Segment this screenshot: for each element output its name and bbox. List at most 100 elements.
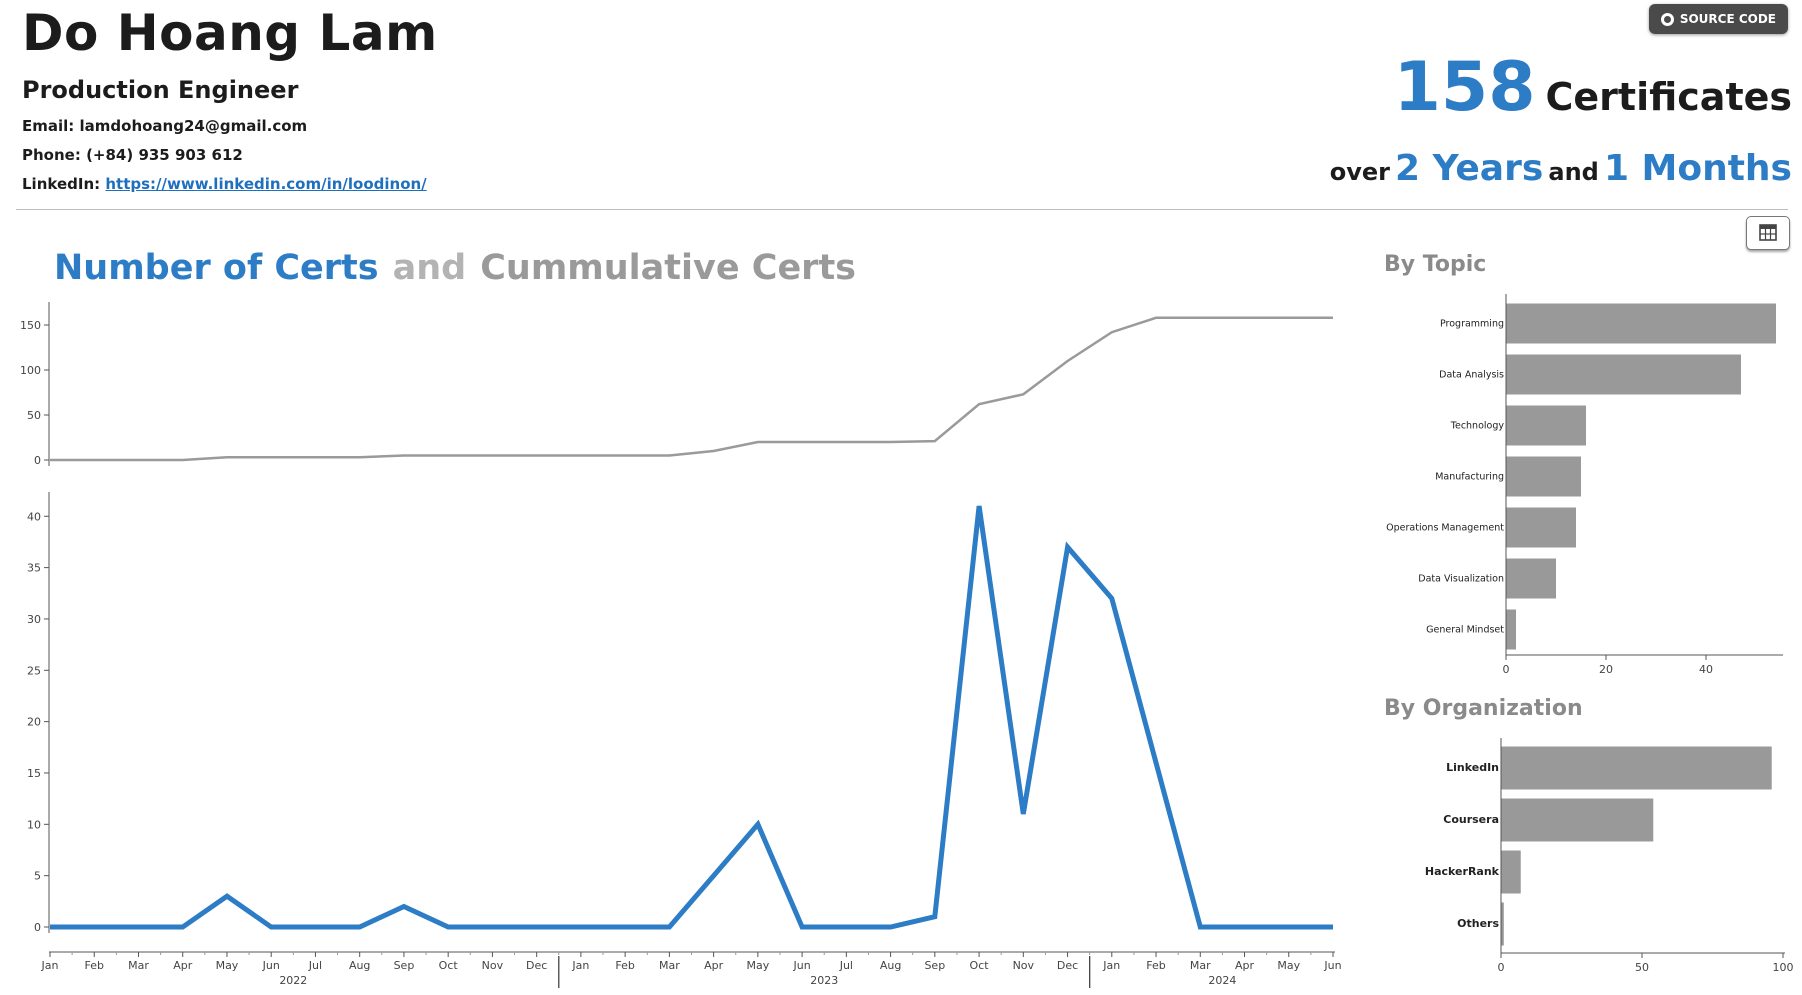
topic-chart-bar: [1506, 406, 1586, 446]
cumulative-chart-y-tick-label: 0: [34, 454, 41, 467]
topic-chart-bar: [1506, 559, 1556, 599]
cumulative-chart-y-tick-label: 150: [20, 319, 41, 332]
phone-line: Phone: (+84) 935 903 612: [22, 146, 243, 164]
source-code-button[interactable]: SOURCE CODE: [1649, 4, 1788, 34]
job-title: Production Engineer: [22, 76, 298, 104]
topic-chart-category-label: Manufacturing: [1435, 472, 1504, 483]
x-tick-label: Dec: [1057, 959, 1078, 972]
time-span: over 2 Years and 1 Months: [1330, 148, 1792, 189]
cert-count-number: 158: [1394, 48, 1536, 127]
org-chart-x-tick-label: 0: [1498, 961, 1505, 974]
x-tick-label: Aug: [880, 959, 901, 972]
monthly-chart-y-tick-label: 35: [27, 562, 41, 575]
title-cumulative: Cummulative Certs: [480, 248, 856, 288]
x-tick-label: Feb: [1146, 959, 1165, 972]
x-tick-label: Jul: [839, 959, 853, 972]
linkedin-link[interactable]: https://www.linkedin.com/in/loodinon/: [105, 175, 426, 193]
x-tick-label: Dec: [526, 959, 547, 972]
x-tick-label: Jul: [308, 959, 322, 972]
source-code-label: SOURCE CODE: [1680, 12, 1776, 26]
x-tick-label: Oct: [970, 959, 990, 972]
org-chart-category-label: Others: [1457, 917, 1499, 930]
x-tick-label: Feb: [615, 959, 634, 972]
topic-chart-bar: [1506, 610, 1516, 650]
topic-chart-category-label: General Mindset: [1426, 625, 1504, 636]
cumulative-chart-series-line: [50, 318, 1333, 460]
over-label: over: [1330, 158, 1390, 186]
phone-value: (+84) 935 903 612: [86, 146, 243, 164]
x-tick-label: May: [746, 959, 769, 972]
by-org-title: By Organization: [1384, 696, 1583, 721]
person-name: Do Hoang Lam: [22, 4, 438, 62]
org-chart-category-label: Coursera: [1443, 813, 1499, 826]
x-year-label: 2024: [1208, 974, 1236, 987]
monthly-chart-y-tick-label: 30: [27, 613, 41, 626]
topic-chart-category-label: Technology: [1450, 421, 1505, 432]
x-tick-label: Apr: [704, 959, 724, 972]
topic-chart-bar: [1506, 457, 1581, 497]
x-tick-label: Jun: [793, 959, 811, 972]
org-chart-bar: [1501, 851, 1521, 894]
monthly-chart-y-tick-label: 25: [27, 664, 41, 677]
and-label: and: [1548, 158, 1598, 186]
topic-chart-category-label: Operations Management: [1386, 523, 1504, 534]
org-chart-category-label: HackerRank: [1425, 865, 1500, 878]
monthly-chart-y-tick-label: 10: [27, 818, 41, 831]
monthly-chart-y-tick-label: 15: [27, 767, 41, 780]
monthly-chart-y-tick-label: 5: [34, 870, 41, 883]
x-tick-label: May: [1277, 959, 1300, 972]
topic-chart-category-label: Programming: [1440, 319, 1504, 330]
topic-chart-x-tick-label: 40: [1699, 663, 1713, 676]
main-chart-title: Number of Certs and Cummulative Certs: [54, 248, 856, 288]
x-tick-label: Jan: [571, 959, 589, 972]
months-value: 1 Months: [1604, 148, 1792, 189]
org-chart-bar: [1501, 747, 1772, 790]
x-tick-label: Sep: [394, 959, 415, 972]
x-tick-label: Mar: [128, 959, 149, 972]
x-tick-label: Mar: [1190, 959, 1211, 972]
org-chart-category-label: LinkedIn: [1446, 761, 1499, 774]
x-tick-label: Jun: [1323, 959, 1341, 972]
x-tick-label: Nov: [1013, 959, 1035, 972]
cumulative-chart-y-tick-label: 50: [27, 409, 41, 422]
email-label: Email:: [22, 117, 74, 135]
cert-count-label: Certificates: [1546, 75, 1792, 119]
org-chart-x-tick-label: 50: [1635, 961, 1649, 974]
topic-chart-bar: [1506, 304, 1776, 344]
linkedin-line: LinkedIn: https://www.linkedin.com/in/lo…: [22, 175, 427, 193]
header: Do Hoang Lam Production Engineer Email: …: [0, 0, 1802, 212]
topic-chart-category-label: Data Visualization: [1418, 574, 1504, 585]
x-tick-label: May: [216, 959, 239, 972]
email-value: lamdohoang24@gmail.com: [80, 117, 308, 135]
topic-chart-x-tick-label: 20: [1599, 663, 1613, 676]
table-view-button[interactable]: [1746, 216, 1790, 250]
x-tick-label: Sep: [924, 959, 945, 972]
cert-count: 158 Certificates: [1394, 48, 1792, 127]
linkedin-label: LinkedIn:: [22, 175, 100, 193]
x-tick-label: Jan: [41, 959, 59, 972]
monthly-chart-y-tick-label: 40: [27, 510, 41, 523]
topic-chart-bar: [1506, 508, 1576, 548]
x-tick-label: Feb: [84, 959, 103, 972]
org-chart-bar: [1501, 799, 1653, 842]
email-line: Email: lamdohoang24@gmail.com: [22, 117, 307, 135]
title-and: and: [393, 248, 467, 288]
x-tick-label: Jan: [1102, 959, 1120, 972]
topic-chart-bar: [1506, 355, 1741, 395]
x-tick-label: Oct: [439, 959, 459, 972]
x-tick-label: Apr: [173, 959, 193, 972]
monthly-chart-y-tick-label: 20: [27, 716, 41, 729]
x-tick-label: Mar: [659, 959, 680, 972]
x-tick-label: Jun: [262, 959, 280, 972]
years-value: 2 Years: [1395, 148, 1543, 189]
x-year-label: 2022: [279, 974, 307, 987]
title-number-of-certs: Number of Certs: [54, 248, 379, 288]
monthly-chart-series-line: [50, 506, 1333, 927]
org-chart-bar: [1501, 903, 1504, 946]
monthly-chart-y-tick-label: 0: [34, 921, 41, 934]
org-chart-x-tick-label: 100: [1773, 961, 1794, 974]
header-divider: [16, 209, 1788, 210]
github-icon: [1661, 13, 1674, 26]
x-tick-label: Aug: [349, 959, 370, 972]
x-tick-label: Nov: [482, 959, 504, 972]
